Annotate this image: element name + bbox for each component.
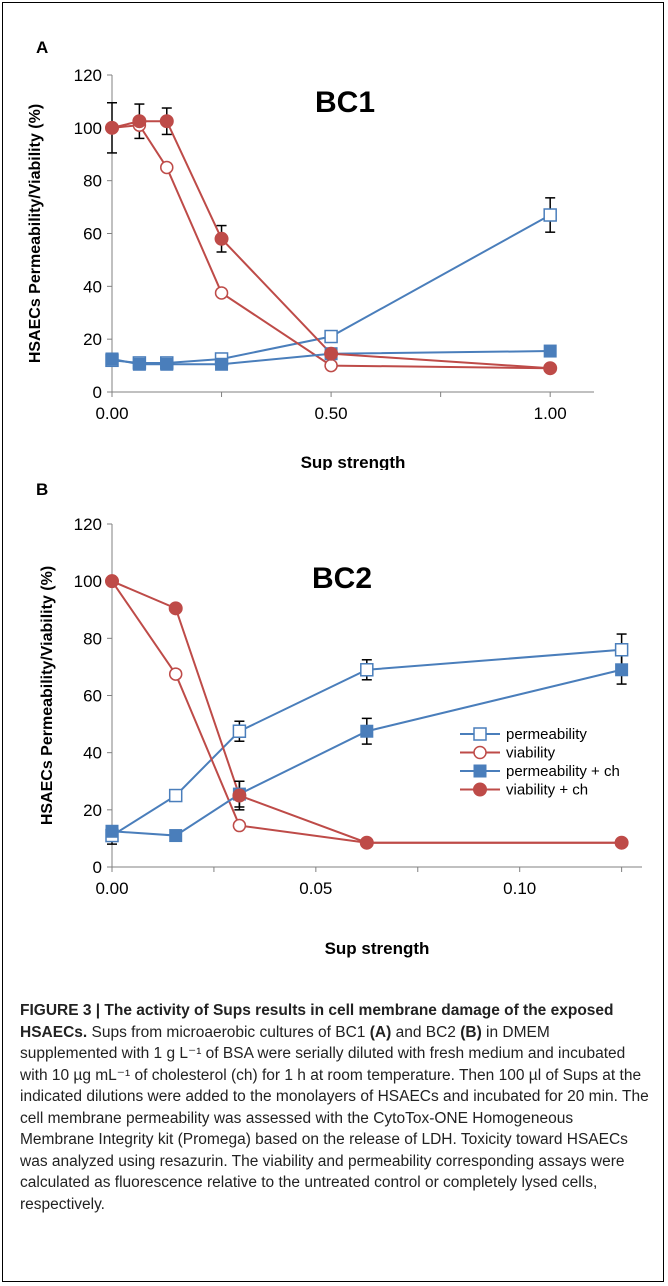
x-tick-label: 0.50 bbox=[315, 404, 348, 423]
data-point bbox=[168, 667, 183, 681]
data-point bbox=[232, 818, 247, 833]
legend-label: permeability + ch bbox=[506, 763, 620, 780]
data-point bbox=[168, 601, 183, 616]
legend-label: viability bbox=[506, 745, 556, 762]
data-point bbox=[169, 829, 183, 843]
y-tick-label: 0 bbox=[93, 383, 102, 402]
panel-label-b: B bbox=[36, 480, 49, 499]
legend-label: viability + ch bbox=[506, 782, 588, 799]
caption-title: FIGURE 3 | The activity of Sups results … bbox=[20, 1002, 614, 1041]
legend-marker bbox=[473, 727, 487, 741]
x-tick-label: 0.10 bbox=[503, 879, 536, 898]
panel-label-a: A bbox=[36, 38, 49, 57]
legend-label: permeability bbox=[506, 726, 587, 743]
x-axis-label: Sup strength bbox=[301, 453, 406, 470]
y-tick-label: 0 bbox=[93, 858, 102, 877]
caption-body-1: Sups from microaerobic cultures of BC1 bbox=[87, 1023, 370, 1041]
y-tick-label: 80 bbox=[83, 172, 102, 191]
y-tick-label: 120 bbox=[74, 515, 102, 534]
data-point bbox=[105, 120, 119, 135]
figure-caption: FIGURE 3 | The activity of Sups results … bbox=[20, 1000, 650, 1215]
data-point bbox=[360, 663, 374, 677]
chart-a: 0 20 40 60 80 100 120 0.00 0.50 1.00 Sup strength H… bbox=[27, 66, 594, 470]
y-tick-label: 40 bbox=[83, 744, 102, 763]
x-tick-label: 0.00 bbox=[95, 879, 128, 898]
data-point bbox=[105, 574, 119, 589]
data-point bbox=[160, 160, 174, 175]
data-point bbox=[543, 344, 557, 358]
series-line bbox=[111, 580, 622, 844]
data-point bbox=[324, 329, 338, 344]
data-point bbox=[543, 208, 557, 222]
data-point bbox=[614, 643, 629, 657]
y-tick-label: 80 bbox=[83, 629, 102, 648]
data-point bbox=[214, 286, 229, 300]
legend-marker bbox=[473, 782, 487, 797]
x-tick-label: 0.05 bbox=[299, 879, 332, 898]
chart-b: 0 20 40 60 80 100 120 0.00 0.05 0.10 Sup strength H… bbox=[39, 515, 642, 958]
y-axis-label: HSAECs Permeability/Viability (%) bbox=[39, 566, 56, 825]
data-point bbox=[132, 114, 147, 129]
caption-ref-a: (A) bbox=[369, 1023, 392, 1041]
caption-ref-b: (B) bbox=[460, 1023, 482, 1041]
y-tick-label: 20 bbox=[83, 330, 102, 349]
data-point bbox=[105, 352, 119, 366]
data-point bbox=[168, 788, 183, 803]
data-point bbox=[360, 724, 374, 738]
caption-body-2: and BC2 bbox=[391, 1023, 461, 1041]
y-axis-label: HSAECs Permeability/Viability (%) bbox=[27, 104, 44, 363]
y-tick-label: 100 bbox=[74, 572, 102, 591]
data-point bbox=[215, 357, 229, 371]
data-point bbox=[324, 358, 338, 373]
y-tick-label: 120 bbox=[74, 66, 102, 85]
chart-title: BC1 bbox=[315, 86, 375, 119]
chart-title: BC2 bbox=[312, 562, 372, 595]
legend-marker bbox=[473, 745, 487, 760]
data-point bbox=[132, 357, 146, 371]
data-point bbox=[324, 346, 339, 361]
data-point bbox=[543, 361, 558, 376]
x-tick-label: 1.00 bbox=[534, 404, 567, 423]
x-tick-label: 0.00 bbox=[95, 404, 128, 423]
caption-body-3: in DMEM supplemented with 1 g L⁻¹ of BSA… bbox=[20, 1023, 649, 1213]
y-tick-label: 60 bbox=[83, 225, 102, 244]
data-point bbox=[615, 663, 629, 677]
legend-marker bbox=[473, 764, 487, 778]
x-axis-label: Sup strength bbox=[325, 939, 430, 958]
y-tick-label: 60 bbox=[83, 687, 102, 706]
y-tick-label: 40 bbox=[83, 277, 102, 296]
data-point bbox=[105, 824, 119, 838]
y-tick-label: 100 bbox=[74, 119, 102, 138]
y-tick-label: 20 bbox=[83, 801, 102, 820]
data-point bbox=[232, 788, 247, 803]
data-point bbox=[359, 835, 374, 850]
data-point bbox=[232, 724, 247, 738]
data-point bbox=[214, 231, 229, 246]
data-point bbox=[614, 835, 629, 850]
series-line bbox=[111, 580, 622, 844]
data-point bbox=[160, 357, 174, 371]
data-point bbox=[159, 114, 174, 129]
